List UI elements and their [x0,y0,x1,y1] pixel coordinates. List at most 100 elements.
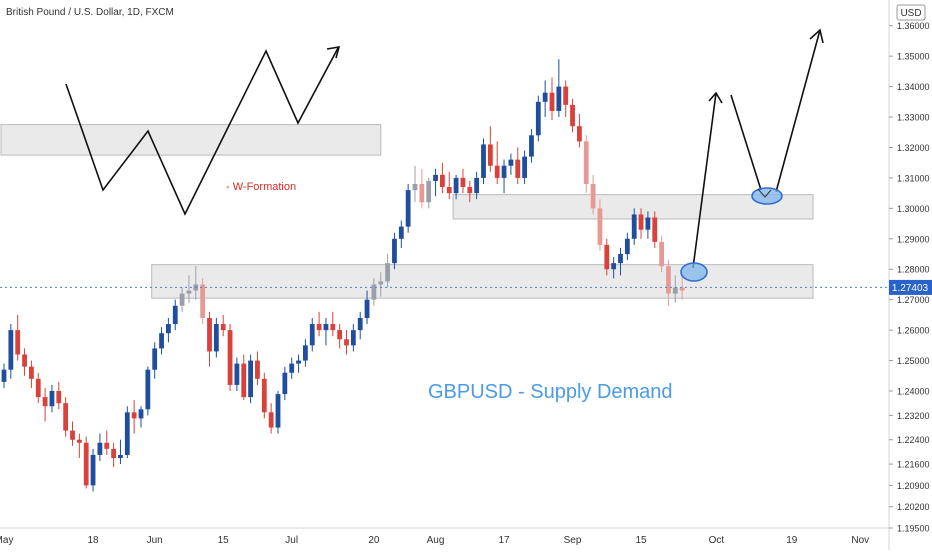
candle-body [631,214,637,239]
candle-body [487,144,493,166]
candle-body [261,378,267,413]
candle [97,433,103,462]
candle-body [535,101,541,136]
candle-body [213,324,219,352]
candle-body [49,391,55,407]
time-axis[interactable]: May 18 Jun 15 Jul 20 Aug 17 Sep 15 Oct 19 Nov [0,535,869,546]
price-tick-label: 1.32000 [897,143,930,153]
candle-body [577,126,582,142]
candle-body [583,141,589,184]
candle-body [638,214,644,230]
price-tick-label: 1.27000 [897,295,930,305]
candle [255,351,260,385]
candle [590,174,596,215]
supply-touch-ellipse [751,187,783,205]
candle-body [63,403,69,431]
candle-body [118,454,123,458]
candle-body [378,281,384,285]
candle [440,162,445,194]
candle [481,138,486,184]
candle-body [419,184,425,203]
time-tick-label: Jun [147,535,163,546]
candle [549,77,555,121]
candle [56,381,62,410]
candle-body [474,177,480,194]
candle-body [426,180,432,203]
candle-body [350,330,356,346]
candle-body [597,208,603,245]
candle [152,342,158,379]
candle-body [172,305,178,325]
price-tick-label: 1.23200 [897,411,930,421]
candle-body [56,391,62,404]
candle [419,168,425,209]
candle-body [645,217,651,230]
candle-body [666,266,671,294]
candle [631,208,637,245]
candle-body [467,187,473,194]
candle [364,290,370,325]
candle [8,324,14,379]
candle [371,278,377,306]
price-tick-label: 1.29000 [897,234,930,244]
candle [172,299,178,331]
ellipse-check-mark [757,188,772,198]
projection-arrow-1 [692,92,717,269]
candle [618,247,623,276]
candle [35,372,41,404]
candle [624,232,630,261]
candle [385,254,390,288]
candle [652,211,658,248]
time-tick-label: Aug [427,535,445,546]
candle [227,324,233,392]
candle [577,113,582,148]
candle-body [248,360,253,398]
candle-body [159,333,164,349]
time-tick-label: 17 [498,535,510,546]
candle-body [604,244,610,270]
candle [261,372,267,419]
candle [405,184,411,233]
candle [118,439,123,465]
price-tick-label: 1.24000 [897,387,930,397]
candle-body [652,217,658,242]
candle-body [166,324,171,334]
candle-body [494,165,500,178]
currency-badge[interactable] [896,4,926,21]
candle-body [446,187,452,194]
candle [522,150,527,184]
candle [63,397,69,437]
time-tick-label: May [0,535,13,546]
candle-body [405,190,411,227]
candle [282,366,288,401]
candle-body [515,159,521,178]
candle-body [241,363,247,398]
price-tick-label: 1.35000 [897,52,930,62]
candle-body [268,412,274,428]
candle-body [549,92,555,111]
candle-body [138,409,144,419]
candle-body [392,238,397,264]
candle [90,448,96,492]
time-tick-label: 20 [368,535,380,546]
price-tick-label: 1.21600 [897,460,930,470]
price-tick-label: 1.25000 [897,356,930,366]
candle-body [433,174,438,181]
price-tick-label: 1.28000 [897,265,930,275]
candle [104,430,110,455]
candle [535,95,541,142]
price-axis[interactable]: 1.19500 1.20200 1.20900 1.21600 1.22400 1.232… [889,21,930,534]
price-tick-label: 1.20200 [897,502,930,512]
w-formation-path [65,47,339,216]
candle [179,287,185,312]
candle-body [35,378,41,398]
time-tick-label: 18 [87,535,99,546]
candle [638,208,644,239]
candle [289,357,295,379]
candle [672,275,678,303]
candle-body [385,263,390,282]
candle [645,211,651,239]
chart-main-title: GBPUSD - Supply Demand [428,381,673,403]
